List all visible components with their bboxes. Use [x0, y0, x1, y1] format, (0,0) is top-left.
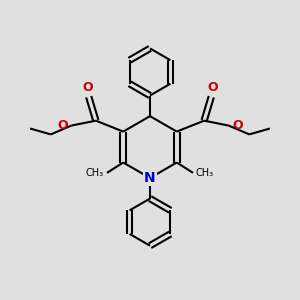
Text: O: O — [232, 119, 243, 132]
Text: N: N — [144, 171, 156, 185]
Text: CH₃: CH₃ — [196, 168, 214, 178]
Text: O: O — [208, 81, 218, 94]
Text: CH₃: CH₃ — [86, 168, 104, 178]
Text: O: O — [82, 81, 92, 94]
Text: O: O — [57, 119, 68, 132]
